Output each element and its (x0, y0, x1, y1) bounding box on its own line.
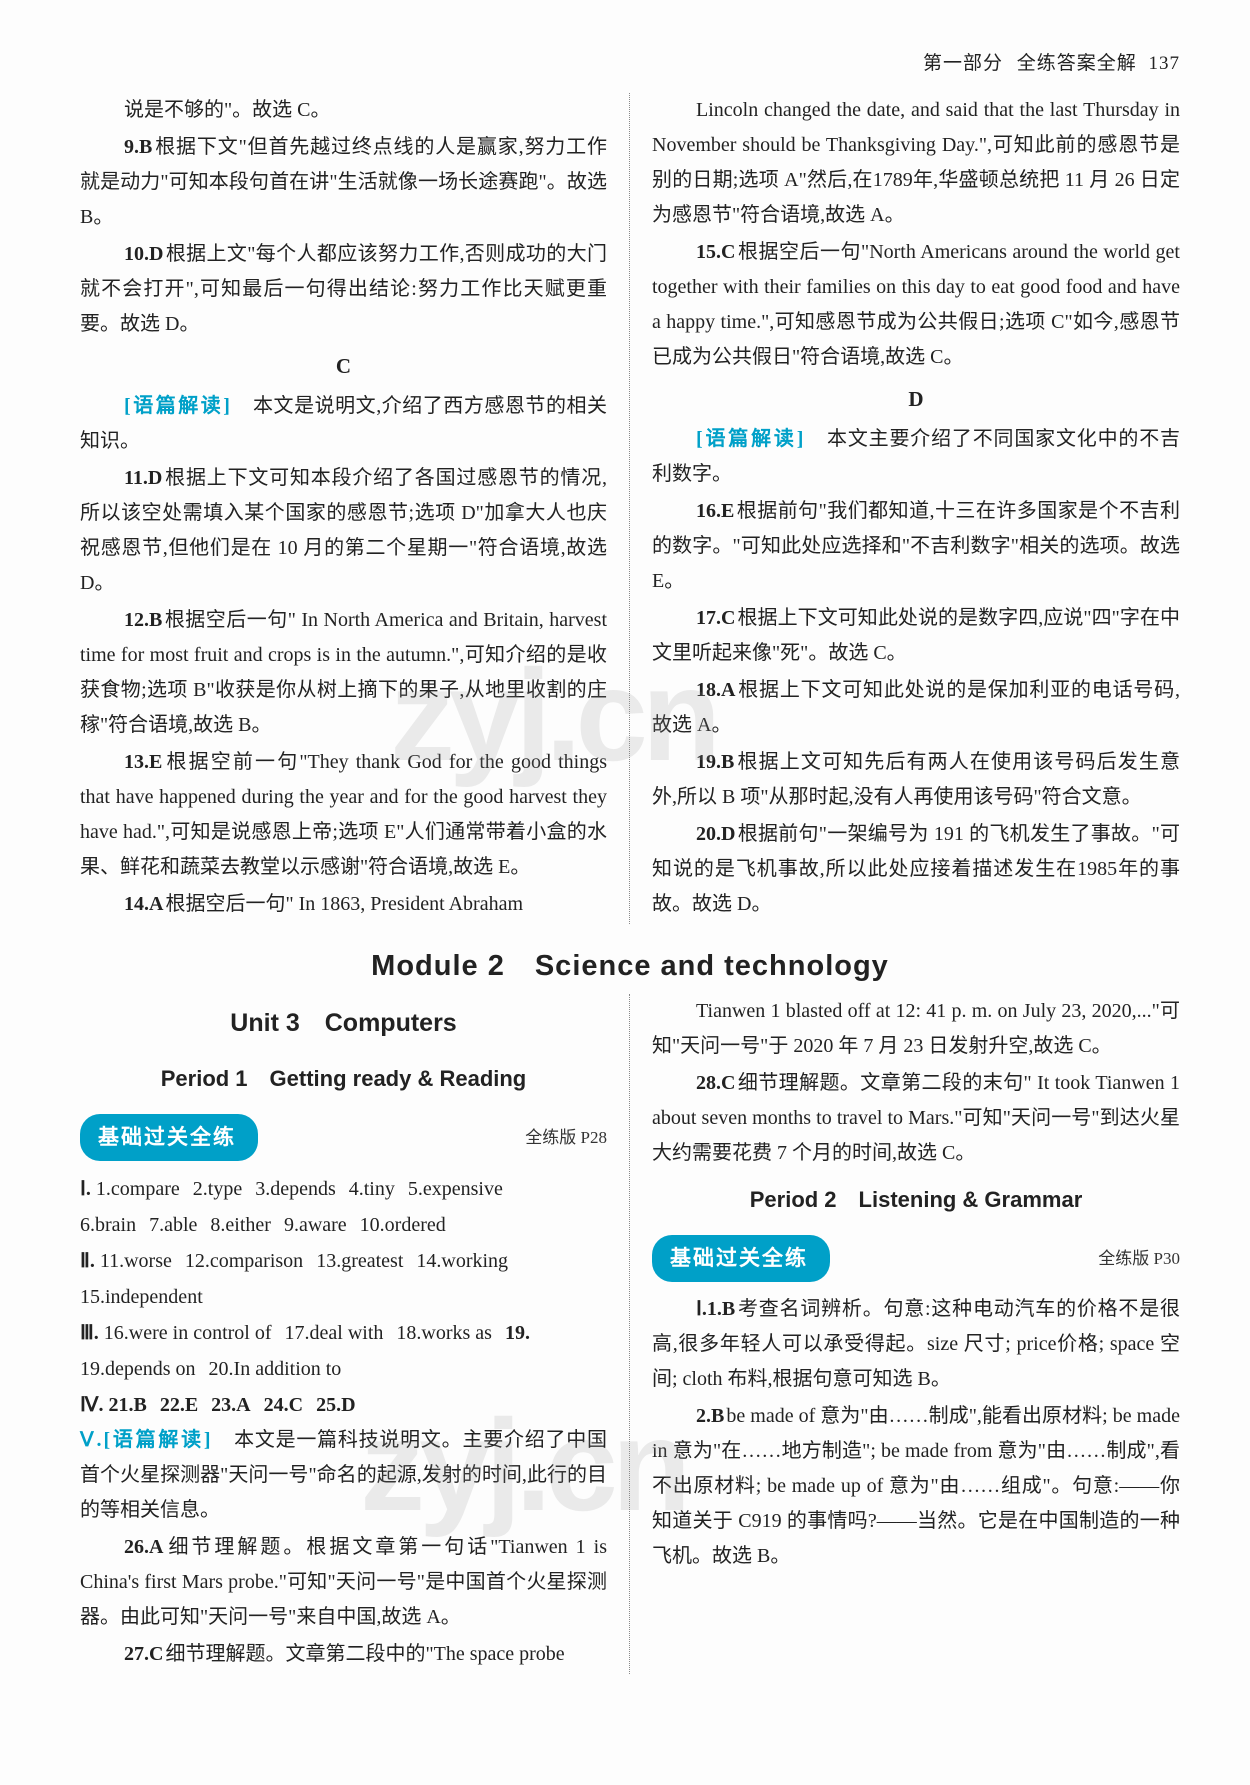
section-c-label: C (80, 348, 607, 385)
answer-item: 17.C根据上下文可知此处说的是数字四,应说"四"字在中文里听起来像"死"。故选… (652, 601, 1180, 671)
header-section: 第一部分 (923, 53, 1003, 74)
page-ref-1: 全练版 P28 (525, 1123, 607, 1153)
page-ref-2: 全练版 P30 (1098, 1244, 1180, 1274)
unit-title: Unit 3 Computers (80, 1002, 607, 1046)
module-title: Module 2 Science and technology (80, 942, 1180, 984)
header-title: 全练答案全解 (1017, 53, 1137, 74)
page-header: 第一部分 全练答案全解 137 (80, 48, 1180, 75)
top-right-column: Lincoln changed the date, and said that … (630, 93, 1180, 924)
bottom-left-column: Unit 3 Computers Period 1 Getting ready … (80, 994, 630, 1674)
exercise-4: Ⅳ. 21.B 22.E 23.A 24.C 25.D (80, 1387, 607, 1423)
answer-item: 19.B根据上文可知先后有两人在使用该号码后发生意外,所以 B 项"从那时起,没… (652, 745, 1180, 815)
top-left-column: 说是不够的"。故选 C。 9.B根据下文"但首先越过终点线的人是赢家,努力工作就… (80, 93, 630, 924)
pill-row-2: 基础过关全练 全练版 P30 (652, 1235, 1180, 1282)
answer-item: Ⅰ.1.B考查名词辨析。句意:这种电动汽车的价格不是很高,很多年轻人可以承受得起… (652, 1292, 1180, 1397)
period-1-title: Period 1 Getting ready & Reading (80, 1060, 607, 1099)
continuation-text-bottom: Tianwen 1 blasted off at 12: 41 p. m. on… (652, 994, 1180, 1064)
answer-item: 26.A细节理解题。根据文章第一句话"Tianwen 1 is China's … (80, 1530, 607, 1635)
pill-basic-practice-2: 基础过关全练 (652, 1235, 830, 1282)
reading-note-c: [语篇解读] 本文是说明文,介绍了西方感恩节的相关知识。 (80, 389, 607, 459)
answer-item: 18.A根据上下文可知此处说的是保加利亚的电话号码,故选 A。 (652, 673, 1180, 743)
top-columns: 说是不够的"。故选 C。 9.B根据下文"但首先越过终点线的人是赢家,努力工作就… (80, 93, 1180, 924)
bottom-right-column: Tianwen 1 blasted off at 12: 41 p. m. on… (630, 994, 1180, 1674)
answer-item: 16.E根据前句"我们都知道,十三在许多国家是个不吉利的数字。"可知此处应选择和… (652, 494, 1180, 599)
reading-note-d: [语篇解读] 本文主要介绍了不同国家文化中的不吉利数字。 (652, 422, 1180, 492)
answer-item: 12.B根据空后一句" In North America and Britain… (80, 603, 607, 743)
answer-item: 13.E根据空前一句"They thank God for the good t… (80, 745, 607, 885)
exercise-2: Ⅱ. 11.worse 12.comparison 13.greatest 14… (80, 1243, 607, 1315)
reading-note-v: Ⅴ.[语篇解读] 本文是一篇科技说明文。主要介绍了中国首个火星探测器"天问一号"… (80, 1423, 607, 1528)
answer-item: 20.D根据前句"一架编号为 191 的飞机发生了事故。"可知说的是飞机事故,所… (652, 817, 1180, 922)
answer-item: 14.A根据空后一句" In 1863, President Abraham (80, 887, 607, 922)
bottom-columns: Unit 3 Computers Period 1 Getting ready … (80, 994, 1180, 1674)
period-2-title: Period 2 Listening & Grammar (652, 1181, 1180, 1220)
continuation-text: Lincoln changed the date, and said that … (652, 93, 1180, 233)
answer-item: 27.C细节理解题。文章第二段中的"The space probe (80, 1637, 607, 1672)
page-number: 137 (1149, 53, 1181, 74)
pill-basic-practice: 基础过关全练 (80, 1114, 258, 1161)
answer-item: 9.B根据下文"但首先越过终点线的人是赢家,努力工作就是动力"可知本段句首在讲"… (80, 130, 607, 235)
answer-item: 11.D根据上下文可知本段介绍了各国过感恩节的情况,所以该空处需填入某个国家的感… (80, 461, 607, 601)
answer-item: 15.C根据空后一句"North Americans around the wo… (652, 235, 1180, 375)
answer-item: 28.C细节理解题。文章第二段的末句" It took Tianwen 1 ab… (652, 1066, 1180, 1171)
answer-item: 10.D根据上文"每个人都应该努力工作,否则成功的大门就不会打开",可知最后一句… (80, 237, 607, 342)
intro-text: 说是不够的"。故选 C。 (80, 93, 607, 128)
pill-row-1: 基础过关全练 全练版 P28 (80, 1114, 607, 1161)
exercise-3: Ⅲ. 16.were in control of 17.deal with 18… (80, 1315, 607, 1387)
exercise-1: Ⅰ. 1.compare 2.type 3.depends 4.tiny 5.e… (80, 1171, 607, 1243)
answer-item: 2.Bbe made of 意为"由……制成",能看出原材料; be made … (652, 1399, 1180, 1574)
section-d-label: D (652, 381, 1180, 418)
